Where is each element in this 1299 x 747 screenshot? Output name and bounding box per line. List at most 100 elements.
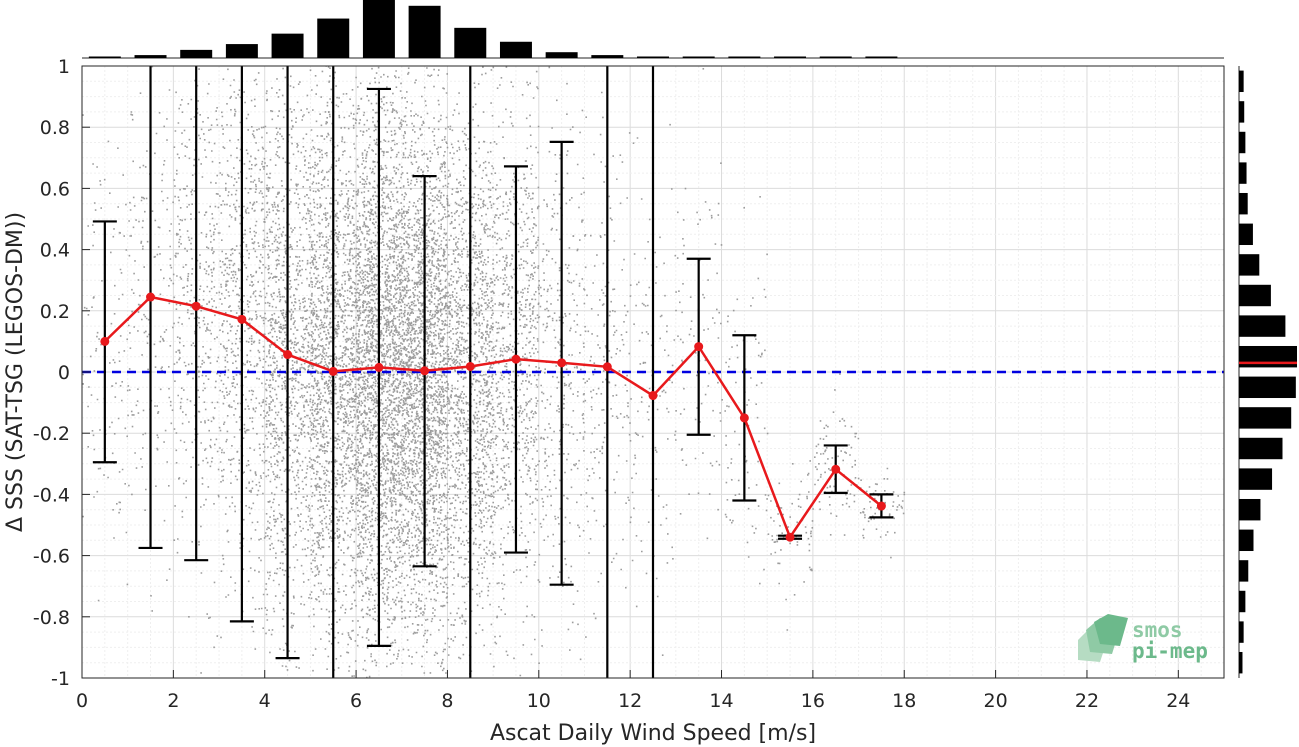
top-histogram-bar [408,5,441,59]
top-histogram-bar [454,27,487,58]
right-histogram-bar [1239,621,1244,643]
top-histogram-bar [271,33,304,58]
mean-point [191,301,201,311]
y-tick-label: 0.6 [40,178,70,200]
x-tick-label: 4 [259,690,271,712]
mean-point [831,464,841,474]
x-tick-label: 6 [350,690,362,712]
right-histogram-bar [1239,131,1246,154]
logo-line2: pi-mep [1132,639,1208,663]
y-tick-label: 1 [58,56,70,78]
error-bar [651,66,655,678]
right-histogram-bar [1239,70,1244,93]
x-tick-label: 18 [892,690,916,712]
scatter-cloud [82,66,906,678]
right-histogram-bar [1239,254,1260,276]
right-histogram [1238,66,1297,678]
mean-point [100,336,110,346]
y-tick-label: -0.8 [33,607,70,629]
right-histogram-bar [1239,468,1273,490]
x-axis-label: Ascat Daily Wind Speed [m/s] [490,721,816,746]
error-bar [229,66,254,623]
mean-point [694,342,704,352]
y-tick-label: -1 [51,668,70,690]
mean-point [420,366,430,376]
right-histogram-bar [1239,376,1296,399]
top-histogram-bar [591,55,624,58]
mean-point [511,354,521,364]
y-tick-label: -0.6 [33,546,70,568]
top-histogram-bar [88,56,121,58]
y-tick-label: 0.2 [40,301,70,323]
y-axis-label: Δ SSS (SAT-TSG (LEGOS-DM)) [3,212,28,532]
y-tick-label: -0.2 [33,423,70,445]
right-histogram-bar [1239,651,1243,674]
mean-point [146,292,156,302]
right-histogram-bar [1239,101,1245,123]
top-histogram-bar [317,18,350,59]
y-tick-label: 0.4 [40,240,70,262]
mean-point [557,358,567,368]
x-tick-label: 12 [618,690,642,712]
mean-point [739,413,749,423]
error-bar [138,66,163,550]
y-tick-label: -0.4 [33,484,70,506]
mean-point [283,350,293,360]
x-tick-label: 0 [76,690,88,712]
top-histogram [82,0,1224,59]
top-histogram-bar [865,56,898,58]
mean-point [374,362,384,372]
top-histogram-bar [682,56,715,58]
logo-cube-icon [1078,614,1128,662]
x-tick-label: 14 [709,690,733,712]
mean-point [876,501,886,511]
top-histogram-bar [545,52,578,58]
top-histogram-bar [774,56,807,58]
top-histogram-bar [225,44,258,58]
logo-line1: smos [1132,618,1183,642]
right-histogram-bar [1239,284,1271,307]
mean-series-line [103,295,883,540]
x-axis-ticks: 0 2 4 6 8 10 12 14 16 18 20 22 24 [76,670,1190,712]
right-histogram-bar [1239,345,1297,368]
error-bar [275,66,300,660]
right-histogram-bar [1239,223,1253,246]
error-bar [606,66,609,678]
y-tick-label: 0.8 [40,117,70,139]
mean-point [648,391,658,401]
y-axis-ticks: 1 0.8 0.6 0.4 0.2 0 -0.2 -0.4 -0.6 -0.8 -1 [33,56,90,690]
top-histogram-bar [819,56,852,58]
right-histogram-bar [1239,529,1254,552]
mean-point [602,362,612,372]
right-histogram-bar [1239,407,1292,429]
mean-point [465,361,475,371]
mean-point [237,314,247,324]
x-tick-label: 24 [1166,690,1190,712]
top-histogram-bar [637,56,669,58]
top-histogram-bar [134,55,167,58]
top-histogram-bar [499,41,532,58]
x-tick-label: 2 [167,690,179,712]
right-histogram-bar [1239,560,1249,582]
y-tick-label: 0 [58,362,70,384]
right-histogram-bar [1239,437,1283,460]
x-tick-label: 16 [801,690,825,712]
top-histogram-bar [362,0,395,58]
scatter-points [82,66,906,678]
smos-pi-mep-logo: smos pi-mep [1078,614,1208,663]
x-tick-label: 8 [441,690,453,712]
x-tick-label: 22 [1075,690,1099,712]
x-tick-label: 20 [984,690,1008,712]
x-tick-label: 10 [527,690,551,712]
top-histogram-bar [728,56,761,58]
mean-point [328,366,338,376]
error-bar [184,66,209,562]
right-histogram-bar [1239,590,1246,613]
right-histogram-bar [1239,162,1247,184]
right-histogram-bar [1239,498,1261,521]
mean-line [100,292,886,542]
right-histogram-bar [1239,192,1248,215]
right-histogram-bar [1239,315,1286,337]
error-bar [469,66,472,678]
